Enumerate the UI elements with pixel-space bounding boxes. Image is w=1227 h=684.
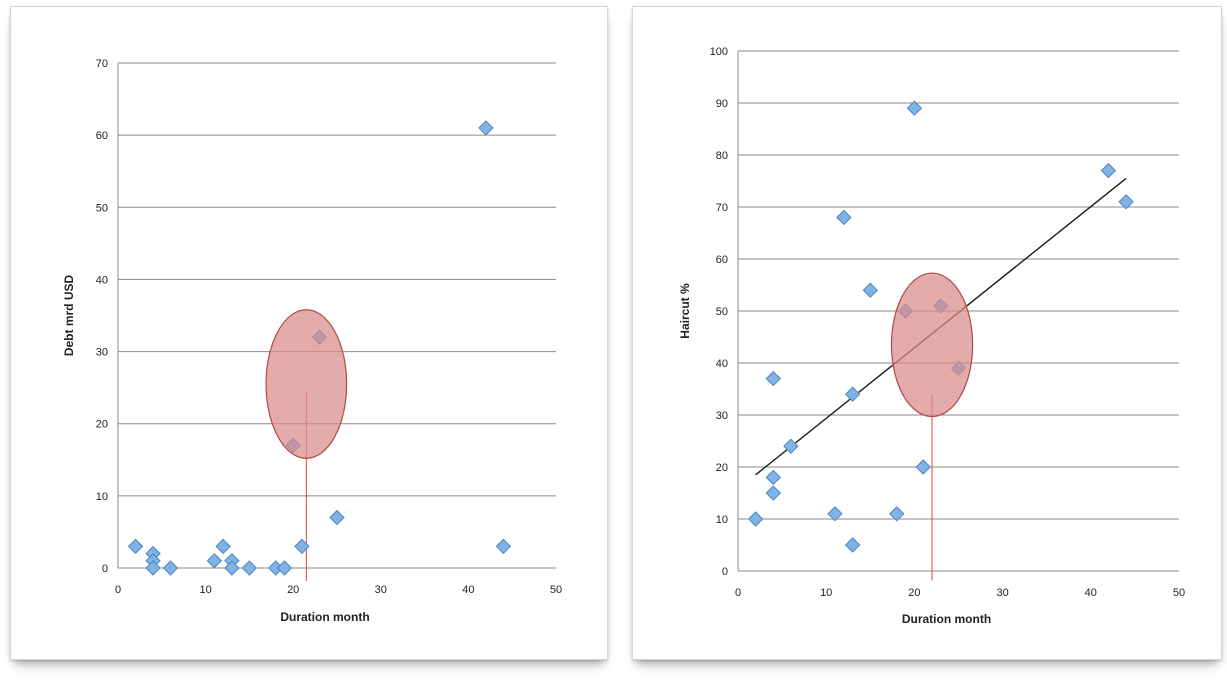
x-tick-label: 30 bbox=[996, 587, 1008, 599]
data-point-marker bbox=[241, 560, 258, 576]
data-point-marker bbox=[329, 509, 345, 526]
y-axis-title: Debt mrd USD bbox=[62, 274, 76, 356]
data-point-marker bbox=[765, 370, 781, 387]
x-tick-label: 30 bbox=[375, 584, 387, 596]
data-point-marker bbox=[747, 511, 764, 527]
y-tick-label: 20 bbox=[96, 419, 108, 431]
y-tick-label: 30 bbox=[96, 347, 108, 359]
y-tick-label: 40 bbox=[716, 358, 728, 370]
data-point-marker bbox=[889, 506, 905, 522]
y-tick-label: 70 bbox=[96, 58, 108, 70]
y-tick-label: 100 bbox=[710, 46, 728, 58]
x-tick-label: 50 bbox=[1173, 587, 1185, 599]
y-tick-label: 30 bbox=[716, 410, 728, 422]
x-tick-label: 20 bbox=[287, 584, 299, 596]
data-point-marker bbox=[162, 560, 179, 576]
x-tick-label: 20 bbox=[908, 587, 920, 599]
y-tick-label: 0 bbox=[722, 566, 728, 578]
x-tick-label: 40 bbox=[462, 584, 474, 596]
data-point-marker bbox=[862, 282, 879, 298]
x-tick-label: 50 bbox=[550, 584, 562, 596]
highlight-ellipse bbox=[890, 272, 974, 418]
y-tick-label: 0 bbox=[102, 563, 108, 575]
x-tick-label: 40 bbox=[1085, 587, 1097, 599]
data-point-marker bbox=[1118, 194, 1134, 210]
data-point-marker bbox=[906, 100, 923, 116]
x-tick-label: 0 bbox=[735, 587, 741, 599]
x-tick-label: 0 bbox=[115, 584, 121, 596]
data-point-marker bbox=[478, 120, 494, 136]
data-point-marker bbox=[1100, 162, 1117, 179]
haircut-vs-duration-scatter-chart: 0 10 20 30 40 50 60 70 80 90 100 0 10 20 30 40 50 Duratio… bbox=[678, 46, 1185, 626]
y-axis-title: Haircut % bbox=[678, 283, 692, 339]
y-tick-label: 40 bbox=[96, 274, 108, 286]
data-point-marker bbox=[215, 538, 231, 555]
left-chart-card: 0 10 20 30 40 50 60 70 0 10 20 30 40 50 Duration month… bbox=[10, 6, 608, 660]
data-point-marker bbox=[127, 538, 144, 555]
data-point-marker bbox=[145, 560, 161, 576]
debt-vs-duration-scatter-chart: 0 10 20 30 40 50 60 70 0 10 20 30 40 50 Duration month… bbox=[62, 58, 562, 624]
data-point-marker bbox=[765, 485, 781, 501]
y-tick-label: 80 bbox=[716, 150, 728, 162]
data-point-marker bbox=[294, 538, 310, 555]
right-chart-card: 0 10 20 30 40 50 60 70 80 90 100 0 10 20 30 40 50 Duratio… bbox=[632, 6, 1222, 660]
data-point-marker bbox=[206, 553, 223, 569]
y-tick-label: 60 bbox=[716, 254, 728, 266]
highlight-ellipse bbox=[265, 309, 348, 459]
x-axis-title: Duration month bbox=[902, 612, 991, 626]
y-tick-label: 20 bbox=[716, 462, 728, 474]
data-point-marker bbox=[765, 469, 781, 486]
y-tick-label: 50 bbox=[96, 202, 108, 214]
data-point-marker bbox=[844, 386, 861, 402]
y-tick-label: 90 bbox=[716, 98, 728, 110]
data-point-marker bbox=[783, 438, 799, 454]
data-point-marker bbox=[224, 560, 240, 576]
data-point-marker bbox=[495, 538, 512, 555]
y-tick-label: 60 bbox=[96, 130, 108, 142]
x-tick-label: 10 bbox=[199, 584, 211, 596]
data-point-marker bbox=[844, 537, 861, 553]
x-axis-title: Duration month bbox=[280, 610, 369, 624]
data-point-marker bbox=[827, 506, 843, 522]
y-tick-label: 10 bbox=[716, 514, 728, 526]
y-tick-label: 70 bbox=[716, 202, 728, 214]
data-point-marker bbox=[915, 459, 931, 475]
y-tick-label: 10 bbox=[96, 491, 108, 503]
data-point-marker bbox=[836, 209, 852, 226]
y-tick-label: 50 bbox=[716, 306, 728, 318]
x-tick-label: 10 bbox=[820, 587, 832, 599]
data-point-marker bbox=[276, 560, 293, 576]
